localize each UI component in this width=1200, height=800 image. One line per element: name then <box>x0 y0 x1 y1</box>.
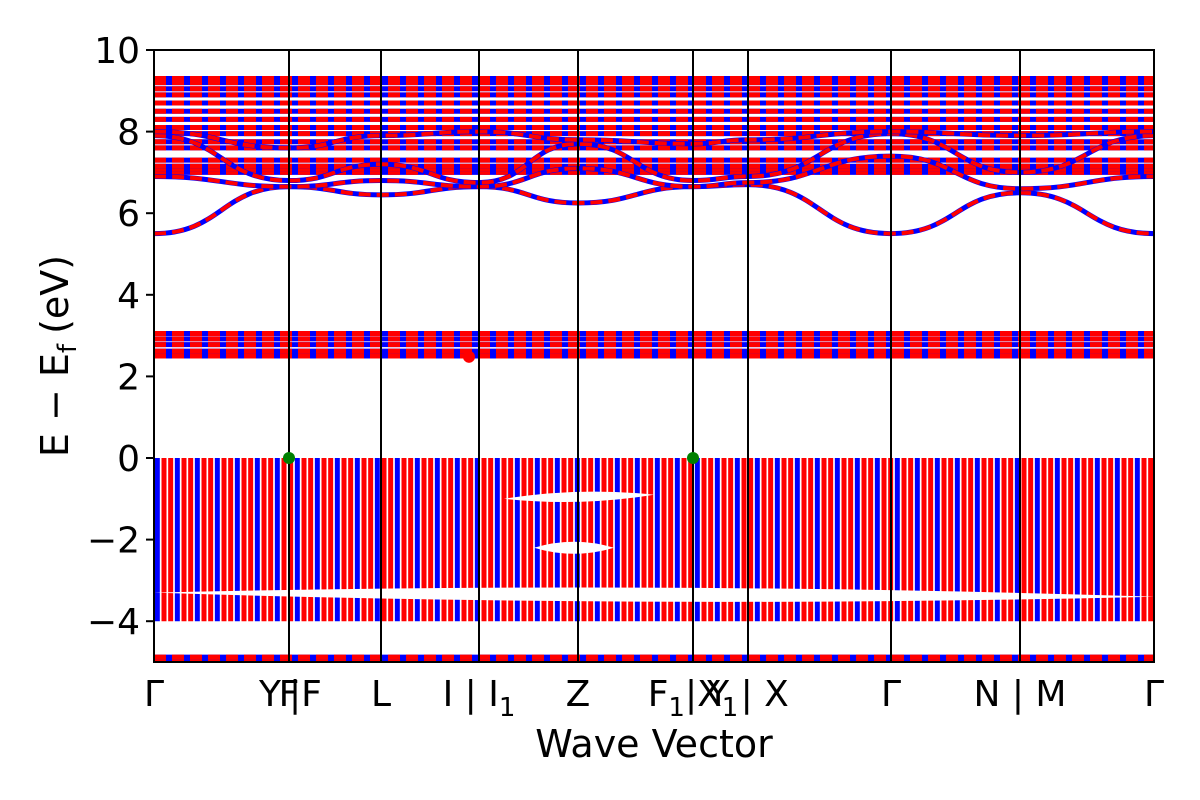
band-edge-marker <box>283 452 295 464</box>
y-axis-title-sub: f <box>53 343 83 353</box>
valence-gap <box>154 587 1154 602</box>
y-axis-title-main: E − E <box>33 353 77 457</box>
x-kpoint-label: I | I1 <box>443 674 516 723</box>
y-tick-label: 8 <box>117 113 140 154</box>
band-edge-marker <box>687 452 699 464</box>
y-axis-title-unit: (eV) <box>33 255 77 334</box>
valence-gap <box>534 541 614 554</box>
x-kpoint-label: Γ <box>1144 674 1164 715</box>
conduction-band-dashed <box>154 154 1154 191</box>
y-axis-ticks: −4 −2 0 2 4 6 8 10 <box>87 31 154 643</box>
y-tick-label: −4 <box>87 602 140 643</box>
x-kpoint-label: Γ <box>144 674 164 715</box>
plot-area <box>154 76 1154 662</box>
x-kpoint-label: F <box>279 674 300 715</box>
x-kpoint-label: Y <box>258 674 282 715</box>
x-kpoint-label: Z <box>566 674 591 715</box>
conduction-band-dashed <box>154 131 1154 185</box>
conduction-band-dashed <box>154 129 1154 150</box>
band-edge-marker <box>463 350 475 363</box>
x-kpoint-label: Γ <box>881 674 901 715</box>
svg-text:E − Ef(eV): E − Ef (eV) <box>33 255 83 457</box>
y-tick-label: 2 <box>117 357 140 398</box>
y-tick-label: −2 <box>87 521 140 562</box>
y-axis-title: E − Ef (eV) <box>33 255 83 457</box>
conduction-band-dashed <box>154 182 1154 236</box>
x-kpoint-label: N | M <box>973 674 1066 715</box>
x-axis-kpoint-labels: Γ YF|F L I | I1 Z F1|X1Y | X Γ N | M Γ <box>144 674 1164 723</box>
y-tick-label: 0 <box>117 439 140 480</box>
x-kpoint-label: F1|X1 <box>648 674 739 723</box>
band-edge-markers <box>283 350 699 464</box>
x-axis-title: Wave Vector <box>535 722 773 766</box>
y-tick-label: 6 <box>117 194 140 235</box>
y-tick-label: 4 <box>117 276 140 317</box>
y-tick-label: 10 <box>94 31 140 72</box>
plot-frame <box>153 49 1155 663</box>
x-kpoint-label: |F <box>289 674 322 715</box>
x-kpoint-label: Y | X <box>706 674 789 715</box>
x-kpoint-label: L <box>371 674 391 715</box>
